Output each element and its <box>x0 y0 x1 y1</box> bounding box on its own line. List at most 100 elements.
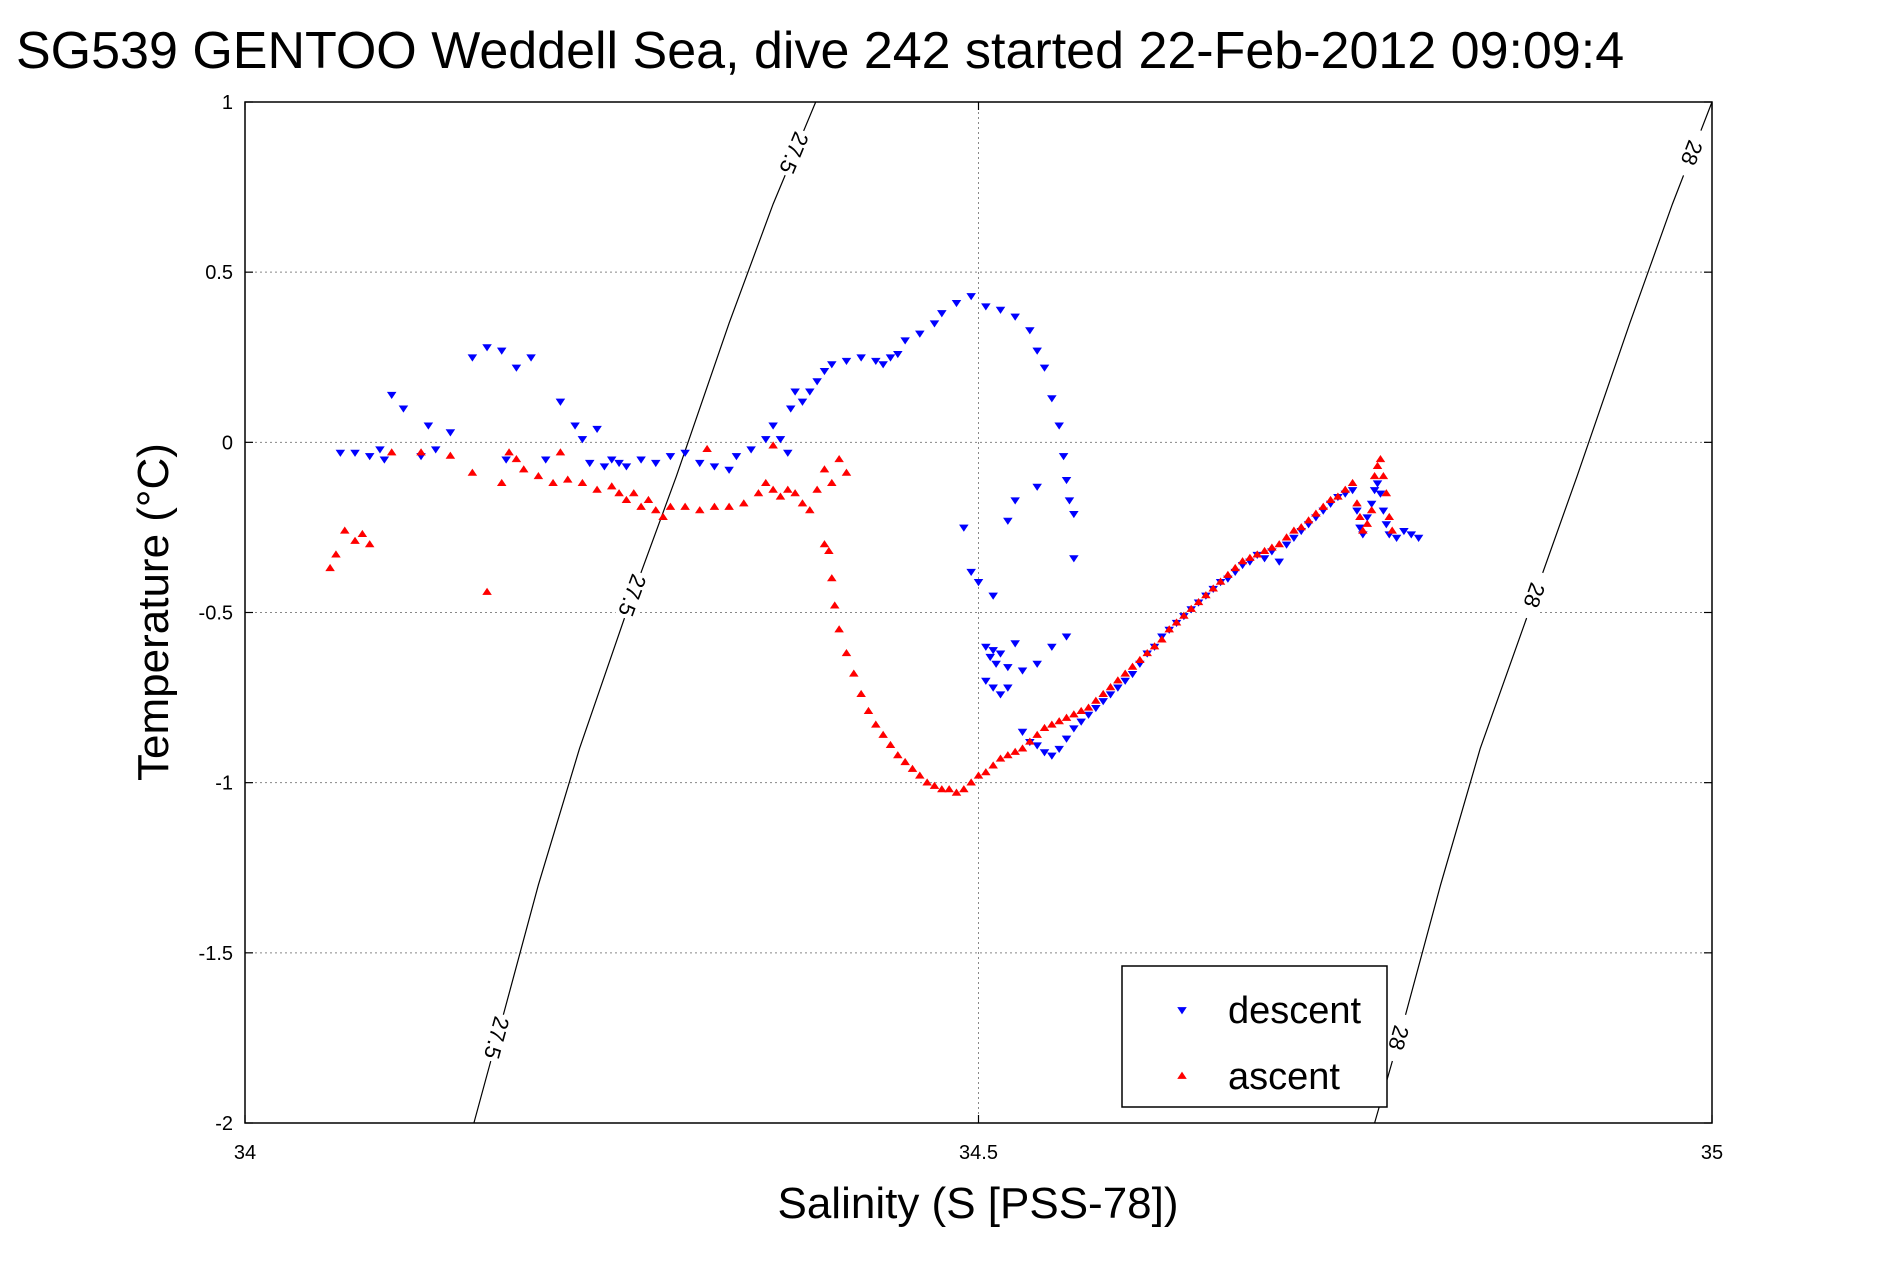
descent-point <box>1289 534 1299 542</box>
descent-point <box>1091 704 1101 713</box>
descent-point <box>430 446 441 454</box>
descent-point <box>445 429 456 437</box>
ascent-point <box>1245 553 1255 561</box>
descent-point <box>761 436 771 444</box>
descent-point <box>1054 422 1064 430</box>
ascent-point <box>824 546 834 555</box>
ascent-point <box>621 495 632 504</box>
descent-point <box>1003 684 1013 692</box>
ascent-point <box>1193 597 1204 606</box>
descent-point <box>1127 670 1138 679</box>
descent-point <box>995 650 1006 658</box>
descent-point <box>423 422 434 430</box>
descent-point <box>783 449 793 457</box>
descent-point <box>467 354 478 362</box>
ascent-point <box>1387 526 1397 534</box>
ascent-point <box>695 506 705 514</box>
ascent-point <box>1325 495 1336 504</box>
ascent-point <box>805 506 815 514</box>
ascent-point <box>1127 662 1138 670</box>
ascent-point <box>496 478 507 486</box>
descent-point <box>709 463 720 471</box>
ascent-point <box>959 785 969 793</box>
ascent-point <box>739 499 749 507</box>
descent-point <box>350 449 360 457</box>
descent-point <box>1010 497 1020 505</box>
ascent-point <box>944 785 954 793</box>
legend-box <box>1121 965 1388 1108</box>
ascent-point <box>1201 591 1211 599</box>
descent-point <box>1032 742 1042 750</box>
legend-marker-ascent <box>1177 1071 1187 1079</box>
descent-point <box>1003 517 1013 525</box>
ascent-point <box>1054 717 1064 725</box>
descent-point <box>621 463 632 471</box>
ascent-point <box>364 540 375 548</box>
ascent-point <box>981 768 991 776</box>
descent-point <box>900 337 910 345</box>
descent-point <box>1259 555 1270 563</box>
legend: descent ascent <box>1121 965 1388 1108</box>
ascent-point <box>841 649 852 657</box>
ascent-point <box>709 502 720 510</box>
contour-label-bg <box>481 1012 514 1064</box>
contour-label-bg <box>1674 127 1711 180</box>
ascent-point <box>1091 696 1101 704</box>
descent-point <box>805 388 815 396</box>
ascent-point <box>1378 472 1389 480</box>
contour-label: 27.5 <box>479 1014 514 1062</box>
descent-point <box>386 391 397 400</box>
ascent-point <box>511 455 522 463</box>
ascent-point <box>1362 519 1373 527</box>
descent-point <box>827 361 837 369</box>
descent-point <box>1010 640 1020 648</box>
descent-point <box>973 579 984 587</box>
ascent-point <box>628 489 639 497</box>
ascent-point <box>929 781 940 789</box>
descent-point <box>592 425 602 434</box>
ascent-point <box>1039 723 1050 732</box>
ascent-point <box>386 448 397 456</box>
contour-label: 27.5 <box>774 128 814 177</box>
ascent-point <box>1252 550 1262 558</box>
ascent-point <box>900 757 910 766</box>
descent-point <box>841 357 852 365</box>
descent-point <box>1064 497 1075 505</box>
ascent-point <box>1179 611 1189 619</box>
descent-point <box>540 456 551 464</box>
contour-label-bg <box>1517 569 1553 622</box>
ascent-point <box>482 587 492 595</box>
descent-point <box>871 357 881 365</box>
descent-point <box>1362 514 1373 522</box>
ascent-point <box>350 536 360 544</box>
descent-point <box>1381 521 1392 529</box>
descent-point <box>768 422 778 430</box>
descent-point <box>1061 735 1072 743</box>
descent-point <box>1375 490 1386 498</box>
ascent-point <box>650 506 661 514</box>
descent-point <box>1032 347 1042 355</box>
descent-point <box>731 453 742 461</box>
ascent-point <box>907 764 918 772</box>
ascent-point <box>797 499 808 507</box>
ascent-point <box>1047 720 1057 728</box>
descent-point <box>959 524 969 532</box>
descent-point <box>1352 507 1362 515</box>
descent-point <box>1032 483 1042 491</box>
descent-point <box>665 453 676 461</box>
ascent-point <box>1274 540 1285 548</box>
descent-point <box>1399 528 1409 536</box>
ascent-point <box>665 502 676 510</box>
ascent-point <box>878 730 888 738</box>
descent-point <box>797 398 808 406</box>
descent-point <box>1069 555 1079 563</box>
ascent-point <box>834 625 844 633</box>
ascent-point <box>636 502 646 510</box>
descent-point <box>1039 364 1050 372</box>
ascent-point <box>768 485 778 493</box>
ascent-point <box>658 512 668 521</box>
descent-point <box>1372 480 1383 488</box>
ascent-point <box>1303 516 1314 524</box>
ascent-point <box>995 754 1006 762</box>
descent-point <box>1105 691 1116 699</box>
